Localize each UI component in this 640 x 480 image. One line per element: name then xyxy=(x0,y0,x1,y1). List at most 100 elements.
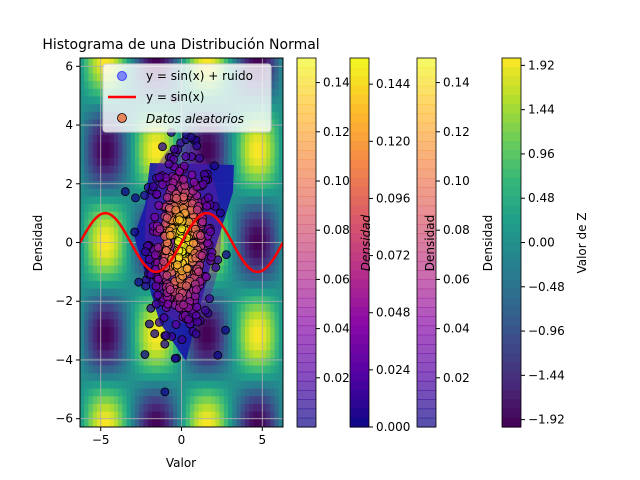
colorbar-cell xyxy=(417,279,436,290)
contour-cell xyxy=(261,357,267,367)
contour-cell xyxy=(130,403,136,413)
contour-cell xyxy=(147,142,153,151)
colorbar-tick-label: 1.44 xyxy=(528,103,555,117)
contour-cell xyxy=(84,234,90,244)
contour-cell xyxy=(122,380,128,390)
contour-cell xyxy=(274,96,280,105)
contour-cell xyxy=(223,134,229,144)
contour-cell xyxy=(143,134,149,144)
contour-cell xyxy=(223,380,229,390)
contour-cell xyxy=(160,411,166,420)
contour-cell xyxy=(257,280,263,290)
contour-cell xyxy=(249,419,254,427)
contour-cell xyxy=(266,242,271,251)
data-point xyxy=(211,262,221,272)
contour-cell xyxy=(232,304,238,313)
contour-cell xyxy=(236,273,242,282)
contour-cell xyxy=(168,419,174,427)
contour-cell xyxy=(223,265,229,274)
contour-cell xyxy=(228,150,233,159)
contour-cell xyxy=(134,396,140,405)
y-tick-label: −2 xyxy=(55,294,73,308)
contour-cell xyxy=(80,265,85,274)
contour-cell xyxy=(240,327,246,336)
colorbar-5: −1.92−1.44−0.96−0.480.000.480.961.441.92… xyxy=(501,57,589,428)
contour-cell xyxy=(257,150,263,159)
contour-cell xyxy=(274,111,280,121)
contour-cell xyxy=(232,288,238,297)
colorbar-cell xyxy=(502,307,521,317)
contour-cell xyxy=(257,319,263,328)
colorbar-tick-label: −1.92 xyxy=(528,413,565,427)
data-point xyxy=(210,161,219,171)
contour-cell xyxy=(270,234,276,244)
contour-cell xyxy=(257,327,263,336)
contour-cell xyxy=(101,265,106,274)
contour-cell xyxy=(236,257,242,267)
contour-cell xyxy=(249,181,254,190)
contour-cell xyxy=(109,350,115,359)
contour-cell xyxy=(177,58,183,67)
contour-cell xyxy=(198,403,204,413)
contour-cell xyxy=(194,342,200,351)
contour-cell xyxy=(278,81,283,90)
contour-cell xyxy=(84,327,90,336)
data-point xyxy=(206,252,216,262)
colorbar-cell xyxy=(502,104,521,114)
contour-cell xyxy=(257,334,263,344)
contour-cell xyxy=(232,380,238,390)
contour-cell xyxy=(168,403,174,413)
contour-cell xyxy=(92,173,98,182)
contour-cell xyxy=(240,373,246,382)
contour-cell xyxy=(185,357,191,367)
contour-cell xyxy=(198,334,204,344)
contour-cell xyxy=(270,111,276,121)
contour-cell xyxy=(228,403,233,413)
contour-cell xyxy=(215,334,221,344)
contour-cell xyxy=(236,288,242,297)
contour-cell xyxy=(84,396,90,405)
contour-cell xyxy=(113,219,119,228)
contour-cell xyxy=(185,419,191,427)
contour-cell xyxy=(92,234,98,244)
contour-cell xyxy=(240,181,246,190)
contour-cell xyxy=(232,157,238,167)
colorbar-cell xyxy=(502,325,521,336)
contour-cell xyxy=(185,396,191,405)
data-point xyxy=(177,335,187,345)
contour-cell xyxy=(156,327,161,336)
contour-cell xyxy=(194,357,200,367)
contour-cell xyxy=(181,419,187,427)
contour-cell xyxy=(130,388,136,397)
contour-cell xyxy=(109,227,115,236)
colorbar-cell xyxy=(297,270,316,280)
contour-cell xyxy=(257,250,263,259)
contour-cell xyxy=(240,311,246,320)
contour-cell xyxy=(92,273,98,282)
colorbar-tick-label: 0.10 xyxy=(323,174,350,188)
contour-cell xyxy=(232,280,238,290)
colorbar-cell xyxy=(350,104,369,114)
contour-cell xyxy=(101,411,106,420)
colorbar-cell xyxy=(502,113,521,124)
contour-cell xyxy=(278,181,283,190)
contour-cell xyxy=(118,273,123,282)
contour-cell xyxy=(160,350,166,359)
contour-cell xyxy=(134,357,140,367)
contour-cell xyxy=(105,142,111,151)
contour-cell xyxy=(177,411,183,420)
contour-cell xyxy=(278,104,283,113)
contour-cell xyxy=(240,273,246,282)
contour-cell xyxy=(126,296,132,305)
contour-cell xyxy=(80,204,85,213)
contour-cell xyxy=(253,219,259,228)
contour-cell xyxy=(219,396,225,405)
contour-cell xyxy=(249,288,254,297)
contour-cell xyxy=(80,157,85,167)
contour-cell xyxy=(80,119,85,128)
contour-cell xyxy=(134,350,140,359)
contour-cell xyxy=(219,142,225,151)
contour-cell xyxy=(105,188,111,197)
colorbar-tick-label: 0.10 xyxy=(443,174,470,188)
contour-cell xyxy=(240,396,246,405)
